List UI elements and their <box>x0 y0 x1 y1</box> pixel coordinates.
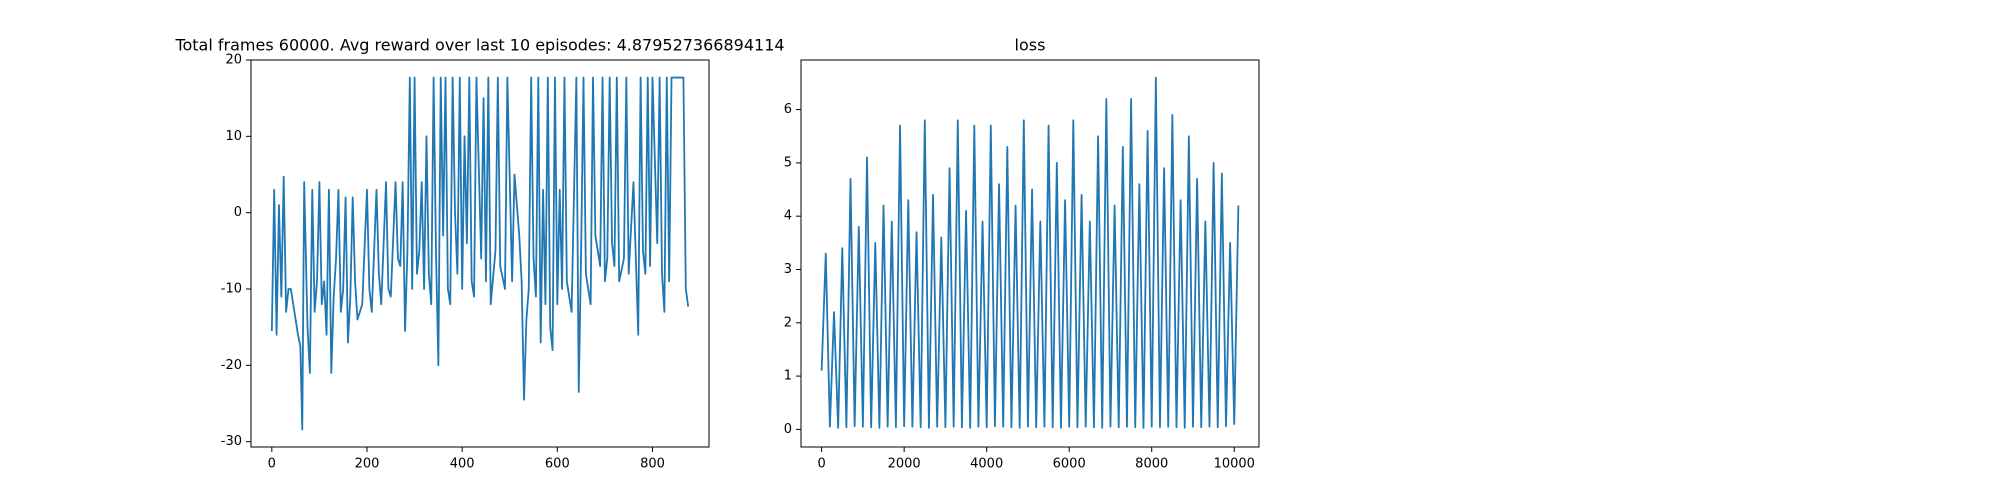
y-tick-label: 0 <box>234 205 242 220</box>
x-tick-label: 200 <box>355 457 380 472</box>
y-tick-label: -30 <box>221 434 242 449</box>
y-tick-label: -10 <box>221 281 242 296</box>
line-series <box>820 76 1240 429</box>
y-tick-label: 10 <box>225 129 242 144</box>
y-tick-label: 2 <box>784 315 792 330</box>
y-tick-label: 6 <box>784 102 792 117</box>
y-tick-label: 5 <box>784 155 792 170</box>
y-tick-label: 0 <box>784 422 792 437</box>
chart-title: loss <box>1015 36 1046 55</box>
chart-title: Total frames 60000. Avg reward over last… <box>174 36 784 55</box>
y-tick-label: 3 <box>784 262 792 277</box>
x-tick-label: 10000 <box>1214 457 1255 472</box>
y-tick-label: 20 <box>225 53 242 68</box>
x-tick-label: 600 <box>545 457 570 472</box>
line-series <box>270 76 690 431</box>
x-tick-label: 6000 <box>1053 457 1086 472</box>
axes-frame <box>250 59 710 448</box>
y-tick-label: 1 <box>784 369 792 384</box>
x-tick-label: 4000 <box>970 457 1003 472</box>
x-tick-label: 800 <box>640 457 665 472</box>
x-tick-label: 400 <box>450 457 475 472</box>
axes-frame <box>800 59 1260 448</box>
y-tick-label: 4 <box>784 209 792 224</box>
x-tick-label: 8000 <box>1135 457 1168 472</box>
x-tick-label: 0 <box>268 457 276 472</box>
y-tick-label: -20 <box>221 358 242 373</box>
x-tick-label: 0 <box>817 457 825 472</box>
x-tick-label: 2000 <box>888 457 921 472</box>
